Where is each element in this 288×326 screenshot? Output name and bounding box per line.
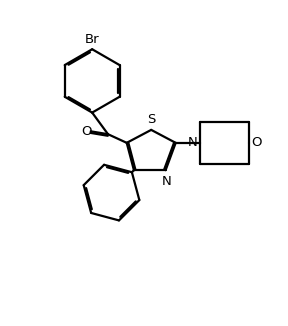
Text: Br: Br bbox=[85, 33, 99, 46]
Text: N: N bbox=[161, 175, 171, 188]
Text: S: S bbox=[147, 112, 156, 126]
Text: N: N bbox=[188, 136, 198, 149]
Text: O: O bbox=[81, 125, 92, 138]
Text: O: O bbox=[251, 136, 262, 149]
